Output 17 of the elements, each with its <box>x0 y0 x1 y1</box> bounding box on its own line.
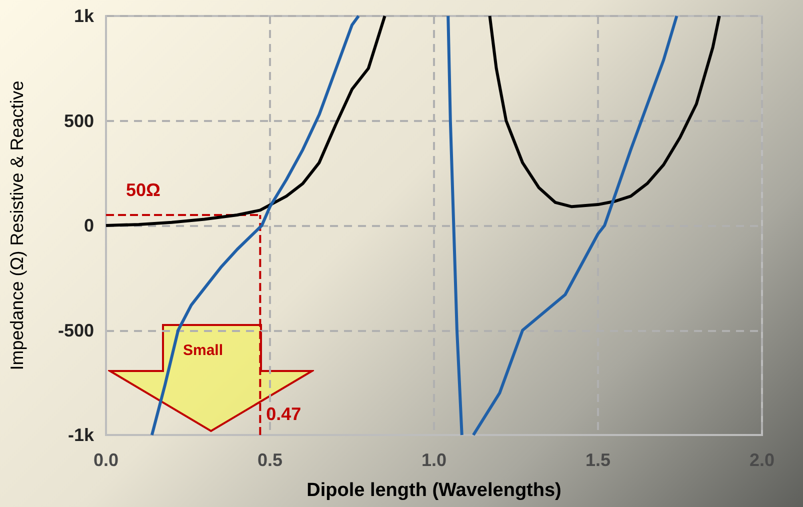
line-series <box>488 14 721 208</box>
line-series <box>446 14 464 436</box>
x-tick-label: 1.5 <box>585 450 611 470</box>
line-series <box>472 14 678 436</box>
ref-line-label: 0.47 <box>266 404 302 424</box>
y-tick-label: 500 <box>64 110 94 131</box>
y-tick-label: -1k <box>68 425 95 445</box>
x-axis-title: Dipole length (Wavelengths) <box>306 480 562 501</box>
ref-line-label: 50Ω <box>126 180 160 200</box>
y-tick-label: 1k <box>74 6 95 26</box>
x-tick-label: 1.0 <box>421 450 447 470</box>
y-axis-title: Impedance (Ω) Resistive & Reactive <box>7 80 27 370</box>
x-tick-label: 0.0 <box>93 450 119 470</box>
y-tick-label: -500 <box>58 320 94 340</box>
y-tick-label: 0 <box>84 216 94 236</box>
x-tick-label: 0.5 <box>257 450 283 470</box>
annotation: Small <box>183 342 224 359</box>
